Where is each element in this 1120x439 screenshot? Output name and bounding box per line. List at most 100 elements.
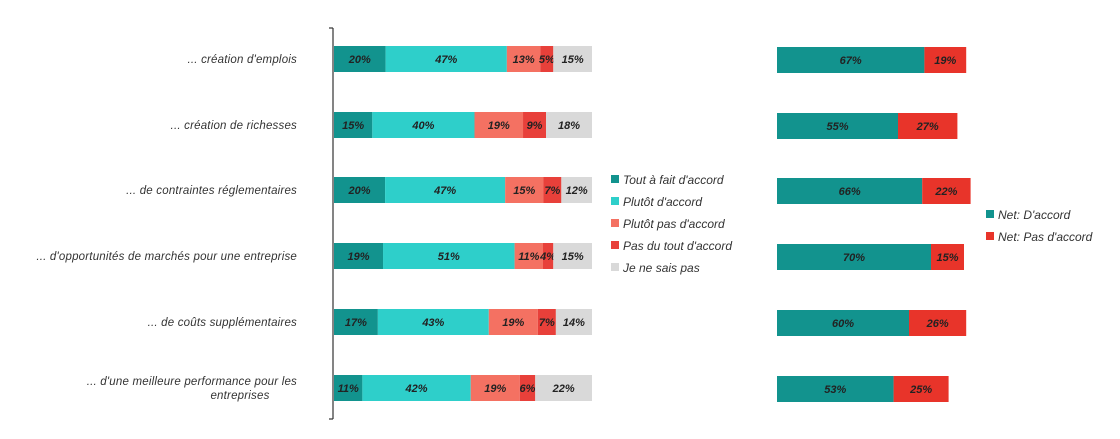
net-data-label: 55%	[826, 121, 848, 133]
data-label: 4%	[539, 251, 556, 263]
category-label: ... création d'emplois	[187, 54, 297, 66]
category-label-line: ... d'une meilleure performance pour les	[87, 376, 297, 388]
net-data-label: 22%	[934, 186, 957, 198]
net-data-label: 53%	[824, 384, 846, 396]
net-data-label: 70%	[843, 252, 865, 264]
net-legend-swatch	[986, 210, 994, 218]
bar-segment	[561, 177, 592, 203]
data-label: 19%	[347, 251, 369, 263]
data-label: 12%	[566, 185, 588, 197]
data-label: 15%	[562, 251, 584, 263]
legend-label: Plutôt d'accord	[623, 195, 702, 209]
bar-segment	[470, 375, 520, 401]
legend-swatch	[611, 263, 619, 271]
bar-segment	[334, 309, 378, 335]
data-label: 42%	[405, 383, 428, 395]
legend-swatch	[611, 219, 619, 227]
legend-label: Je ne sais pas	[622, 261, 700, 275]
net-data-label: 27%	[916, 121, 939, 133]
data-label: 20%	[348, 185, 371, 197]
net-data-label: 15%	[936, 252, 958, 264]
net-bar-segment	[893, 376, 949, 402]
net-data-label: 26%	[926, 318, 949, 330]
data-label: 20%	[348, 54, 371, 66]
net-data-label: 25%	[909, 384, 932, 396]
bar-segment	[542, 243, 554, 269]
data-label: 11%	[518, 251, 539, 263]
net-bar-segment	[898, 113, 958, 139]
data-label: 17%	[345, 317, 367, 329]
data-label: 11%	[338, 383, 359, 395]
bar-segment	[334, 243, 384, 269]
net-bar-segment	[777, 310, 909, 336]
category-label: ... d'une meilleure performance pour les…	[87, 376, 297, 402]
bar-segment	[546, 112, 592, 138]
net-bar-segment	[777, 113, 898, 139]
data-label: 14%	[563, 317, 585, 329]
bar-segment	[514, 243, 543, 269]
bar-segment	[553, 46, 592, 72]
bar-segment	[543, 177, 562, 203]
bar-segment	[540, 46, 554, 72]
net-bar-segment	[777, 47, 925, 73]
bar-segment	[537, 309, 556, 335]
data-label: 19%	[484, 383, 506, 395]
data-label: 19%	[488, 120, 510, 132]
data-label: 15%	[513, 185, 535, 197]
category-label: ... de contraintes réglementaires	[126, 185, 297, 197]
net-bar-segment	[924, 47, 967, 73]
data-label: 15%	[562, 54, 584, 66]
bar-segment	[385, 177, 506, 203]
bar-segment	[372, 112, 475, 138]
data-label: 5%	[539, 54, 555, 66]
stacked-bar-chart: ... création d'emplois ... création de ri…	[36, 27, 732, 420]
data-label: 43%	[421, 317, 444, 329]
net-bar-segment	[931, 244, 964, 270]
data-label: 47%	[434, 54, 457, 66]
legend-label: Tout à fait d'accord	[623, 173, 724, 187]
legend-label: Plutôt pas d'accord	[623, 217, 725, 231]
legend-swatch	[611, 175, 619, 183]
data-label: 9%	[527, 120, 543, 132]
net-bar-segment	[777, 376, 894, 402]
bar-segment	[334, 375, 363, 401]
category-label-line: entreprises	[210, 390, 269, 402]
data-label: 18%	[558, 120, 580, 132]
bar-segment	[362, 375, 471, 401]
net-data-label: 60%	[832, 318, 854, 330]
data-label: 7%	[544, 185, 560, 197]
bar-segment	[377, 309, 489, 335]
net-bar-segment	[777, 178, 923, 204]
bar-segment	[555, 309, 592, 335]
category-label: ... création de richesses	[171, 120, 297, 132]
net-bar-segment	[909, 310, 967, 336]
data-label: 7%	[539, 317, 555, 329]
bar-segment	[523, 112, 547, 138]
category-label: ... d'opportunités de marchés pour une e…	[36, 251, 297, 263]
legend-swatch	[611, 241, 619, 249]
bar-segment	[505, 177, 544, 203]
data-label: 40%	[411, 120, 434, 132]
bar-segment	[334, 46, 386, 72]
net-data-label: 67%	[840, 55, 862, 67]
data-label: 22%	[552, 383, 575, 395]
legend-swatch	[611, 197, 619, 205]
net-data-label: 19%	[934, 55, 956, 67]
net-legend-label: Net: D'accord	[998, 208, 1071, 222]
bar-segment	[383, 243, 515, 269]
net-bar-segment	[922, 178, 971, 204]
data-label: 13%	[513, 54, 535, 66]
bar-segment	[474, 112, 524, 138]
category-label: ... de coûts supplémentaires	[148, 317, 297, 329]
bar-segment	[488, 309, 538, 335]
net-bar-chart: 67% 19% 55% 27% 66% 22% 70% 15% 60% 26% 53% 25% Net:…	[777, 47, 1093, 402]
net-legend-label: Net: Pas d'accord	[998, 230, 1093, 244]
bar-segment	[506, 46, 541, 72]
data-label: 51%	[438, 251, 460, 263]
data-label: 47%	[433, 185, 456, 197]
bar-segment	[535, 375, 592, 401]
data-label: 19%	[502, 317, 524, 329]
data-label: 15%	[342, 120, 364, 132]
bar-segment	[334, 112, 373, 138]
